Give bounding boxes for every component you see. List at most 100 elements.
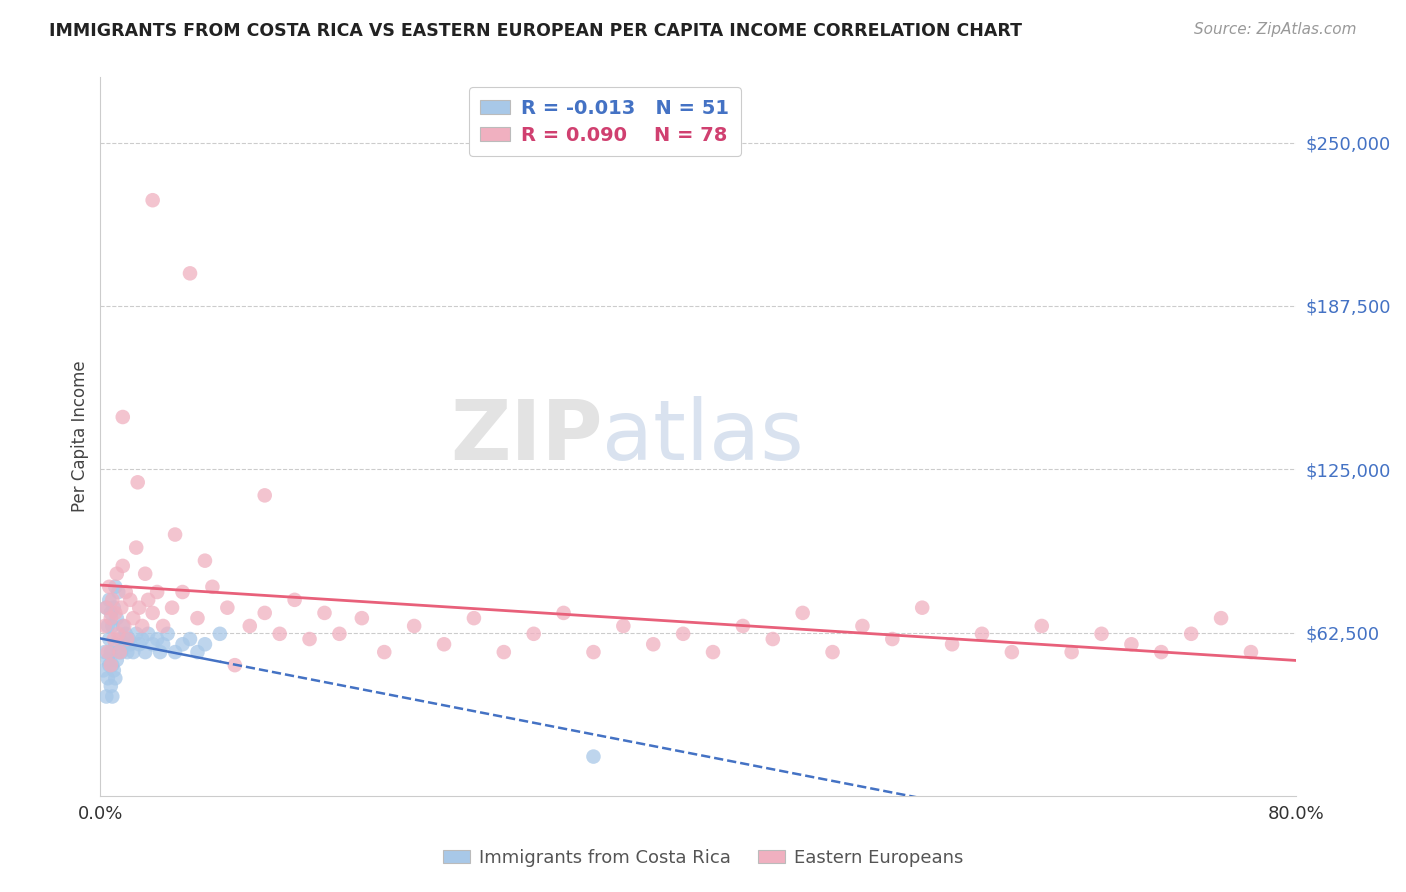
Point	[94, 619, 117, 633]
Point	[201, 580, 224, 594]
Point	[96, 600, 118, 615]
Point	[105, 611, 128, 625]
Point	[97, 671, 120, 685]
Point	[110, 600, 132, 615]
Point	[433, 637, 456, 651]
Point	[131, 632, 153, 646]
Point	[107, 645, 129, 659]
Point	[1001, 645, 1024, 659]
Point	[105, 653, 128, 667]
Point	[98, 580, 121, 594]
Point	[114, 627, 136, 641]
Point	[224, 658, 246, 673]
Point	[100, 658, 122, 673]
Point	[96, 600, 118, 615]
Point	[97, 619, 120, 633]
Point	[149, 645, 172, 659]
Point	[284, 592, 307, 607]
Point	[463, 611, 485, 625]
Point	[298, 632, 321, 646]
Point	[612, 619, 634, 633]
Point	[128, 600, 150, 615]
Point	[672, 627, 695, 641]
Point	[1090, 627, 1112, 641]
Point	[105, 566, 128, 581]
Point	[122, 645, 145, 659]
Point	[103, 600, 125, 615]
Point	[146, 585, 169, 599]
Point	[111, 409, 134, 424]
Point	[492, 645, 515, 659]
Point	[328, 627, 350, 641]
Point	[136, 627, 159, 641]
Point	[100, 606, 122, 620]
Point	[127, 475, 149, 490]
Point	[104, 637, 127, 651]
Point	[128, 637, 150, 651]
Point	[643, 637, 665, 651]
Point	[98, 632, 121, 646]
Point	[1150, 645, 1173, 659]
Point	[125, 627, 148, 641]
Point	[217, 600, 239, 615]
Point	[98, 658, 121, 673]
Point	[122, 611, 145, 625]
Point	[523, 627, 546, 641]
Point	[253, 488, 276, 502]
Point	[111, 558, 134, 573]
Point	[373, 645, 395, 659]
Point	[253, 606, 276, 620]
Point	[142, 637, 165, 651]
Text: Source: ZipAtlas.com: Source: ZipAtlas.com	[1194, 22, 1357, 37]
Point	[702, 645, 724, 659]
Point	[350, 611, 373, 625]
Point	[112, 637, 135, 651]
Point	[792, 606, 814, 620]
Point	[91, 664, 114, 678]
Point	[142, 193, 165, 207]
Point	[104, 580, 127, 594]
Point	[134, 645, 156, 659]
Point	[582, 749, 605, 764]
Point	[553, 606, 575, 620]
Point	[110, 645, 132, 659]
Point	[120, 592, 142, 607]
Point	[882, 632, 904, 646]
Point	[1060, 645, 1083, 659]
Point	[142, 606, 165, 620]
Point	[111, 619, 134, 633]
Point	[98, 592, 121, 607]
Point	[136, 592, 159, 607]
Point	[114, 585, 136, 599]
Point	[146, 632, 169, 646]
Point	[1240, 645, 1263, 659]
Point	[96, 690, 118, 704]
Point	[107, 627, 129, 641]
Point	[941, 637, 963, 651]
Point	[165, 645, 187, 659]
Point	[100, 611, 122, 625]
Point	[118, 632, 141, 646]
Point	[112, 619, 135, 633]
Point	[194, 637, 217, 651]
Legend: R = -0.013   N = 51, R = 0.090    N = 78: R = -0.013 N = 51, R = 0.090 N = 78	[468, 87, 741, 156]
Point	[172, 637, 194, 651]
Point	[186, 611, 208, 625]
Point	[1031, 619, 1053, 633]
Point	[186, 645, 208, 659]
Point	[165, 527, 187, 541]
Point	[172, 585, 194, 599]
Point	[404, 619, 426, 633]
Point	[194, 554, 217, 568]
Point	[108, 645, 131, 659]
Point	[179, 266, 201, 280]
Point	[152, 619, 174, 633]
Point	[131, 619, 153, 633]
Point	[1209, 611, 1232, 625]
Point	[179, 632, 201, 646]
Point	[125, 541, 148, 555]
Point	[134, 566, 156, 581]
Point	[101, 658, 124, 673]
Y-axis label: Per Capita Income: Per Capita Income	[72, 360, 89, 512]
Point	[107, 585, 129, 599]
